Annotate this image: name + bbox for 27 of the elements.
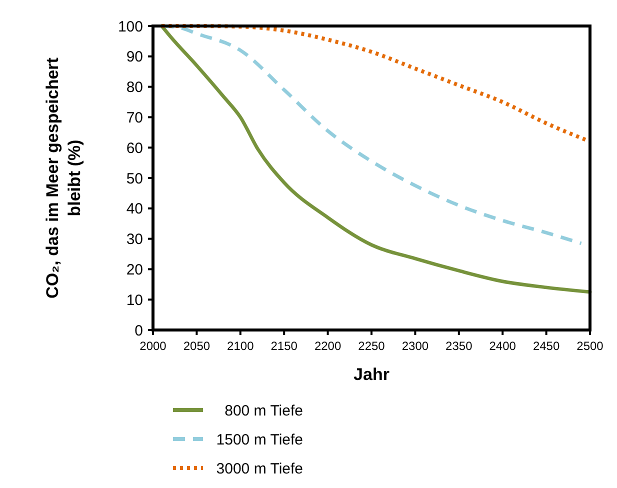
legend-label: 1500 m Tiefe — [216, 431, 303, 448]
x-tick-label: 2300 — [402, 339, 429, 353]
x-tick-label: 2250 — [358, 339, 386, 353]
legend-label: 800 m Tiefe — [224, 402, 303, 420]
y-tick-label: 80 — [126, 79, 143, 96]
legend-label: 3000 m Tiefe — [216, 460, 303, 478]
x-axis-title: Jahr — [354, 365, 390, 384]
x-tick-label: 2400 — [489, 339, 516, 353]
x-tick-label: 2150 — [270, 339, 298, 353]
x-tick-label: 2350 — [446, 339, 473, 353]
y-axis-title: CO₂, das im Meer gespeichert bleibt (%) — [43, 57, 84, 298]
y-tick-label: 50 — [126, 170, 143, 188]
y-tick-label: 0 — [134, 322, 143, 340]
x-tick-label: 2200 — [314, 339, 342, 353]
y-tick-label: 40 — [126, 200, 143, 218]
x-tick-label: 2500 — [576, 339, 604, 353]
y-tick-label: 30 — [126, 231, 143, 248]
x-tick-label: 2000 — [140, 339, 167, 353]
y-tick-label: 60 — [126, 140, 143, 157]
x-tick-label: 2100 — [227, 339, 254, 353]
y-tick-label: 90 — [126, 48, 143, 66]
x-tick-label: 2050 — [183, 339, 210, 353]
x-tick-label: 2450 — [532, 339, 560, 353]
y-tick-label: 100 — [118, 18, 143, 36]
y-tick-label: 20 — [126, 261, 143, 278]
y-tick-label: 10 — [126, 292, 143, 309]
y-tick-label: 70 — [126, 109, 143, 126]
